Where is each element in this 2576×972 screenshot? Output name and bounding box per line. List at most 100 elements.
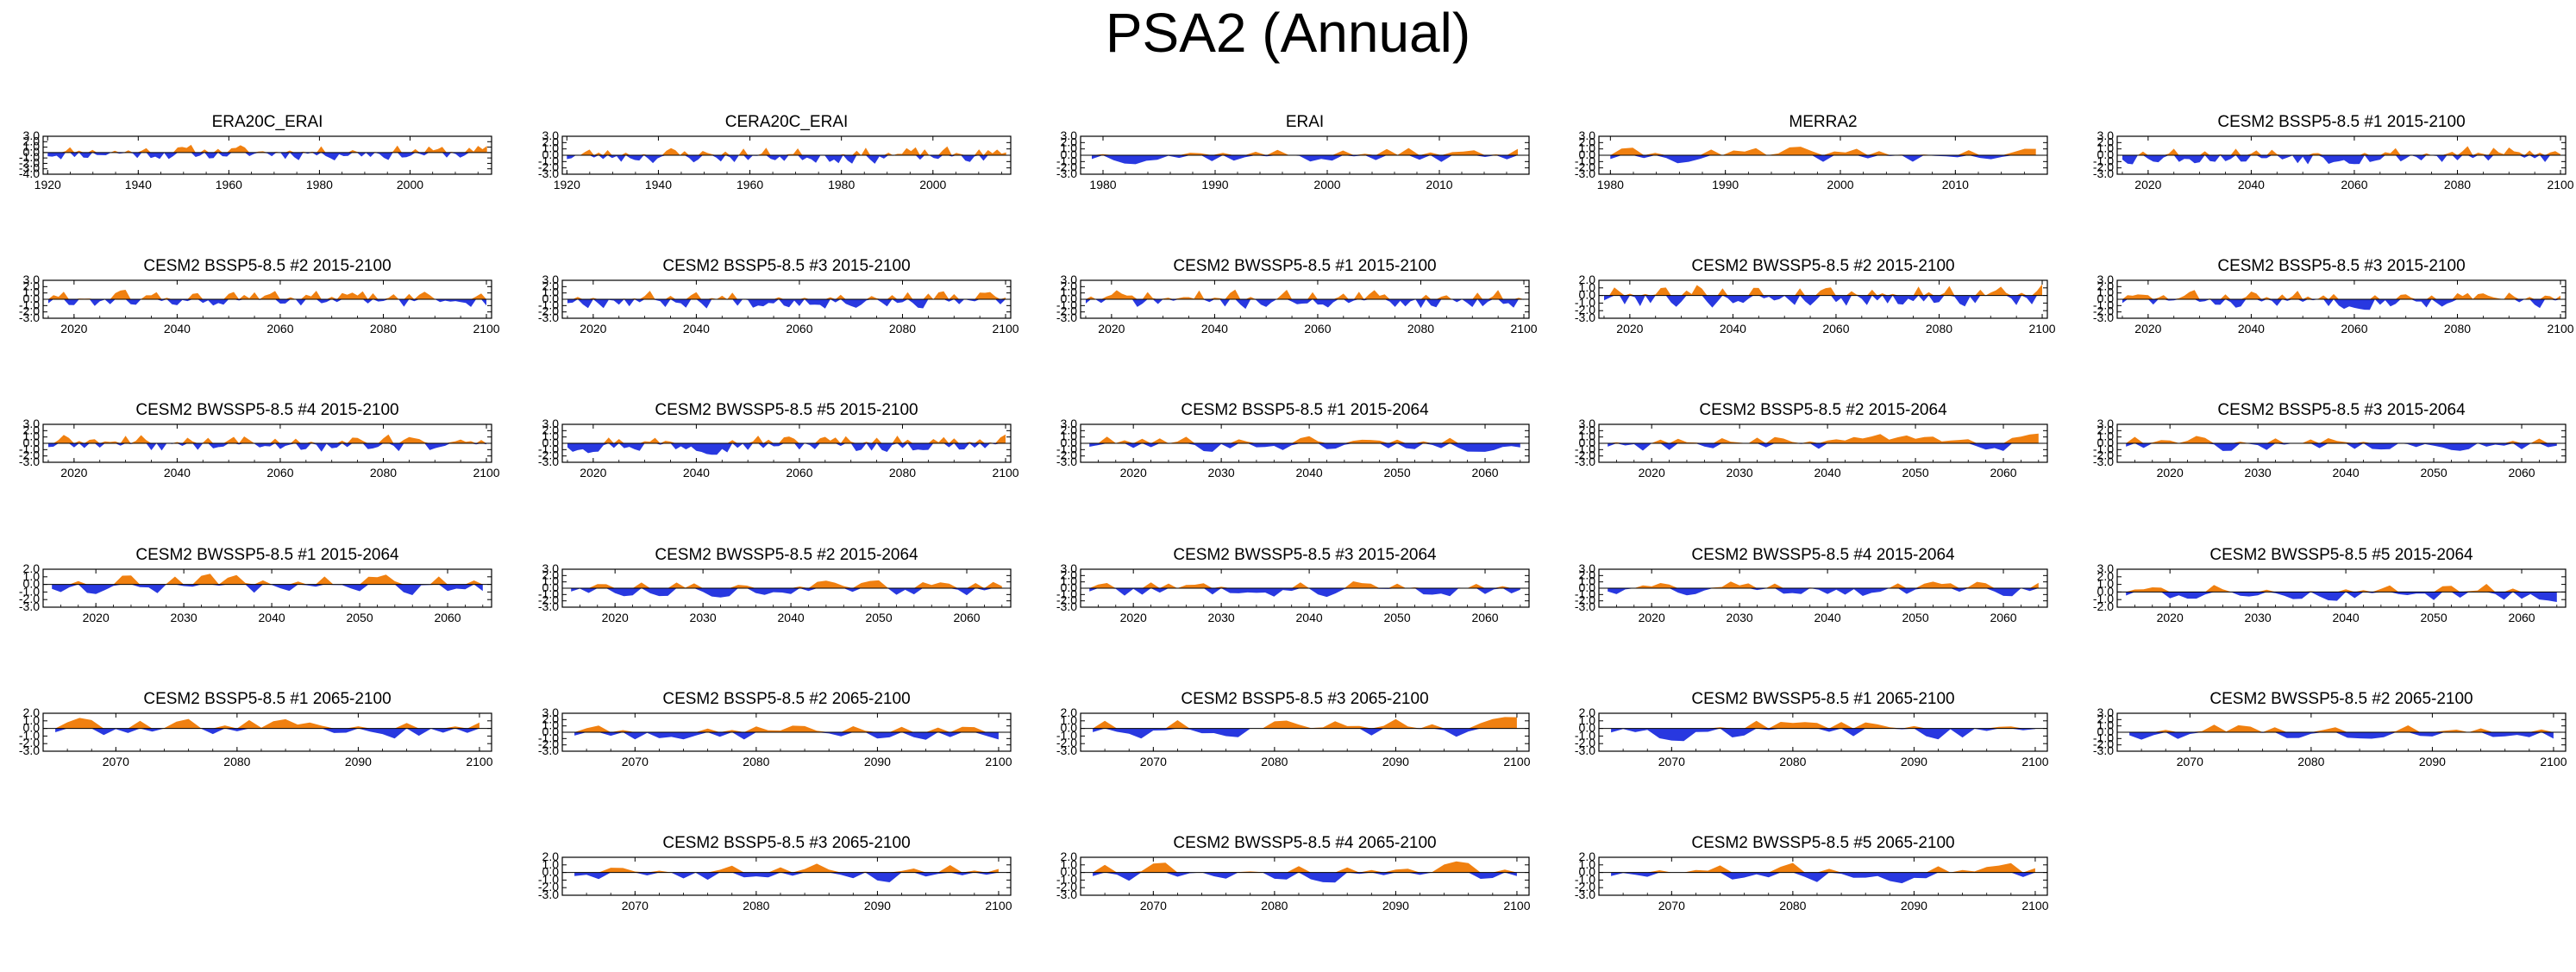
x-tick-label: 1940: [125, 178, 152, 191]
x-tick-label: 2090: [1901, 899, 1927, 912]
y-tick-label: -1.0: [19, 728, 40, 742]
negative-area: [574, 732, 999, 740]
y-tick-label: 2.0: [23, 561, 41, 575]
x-tick-label: 2080: [2444, 322, 2471, 335]
x-tick-label: 2080: [1261, 755, 1288, 768]
y-tick-label: 1.0: [2097, 718, 2115, 732]
y-tick-label: 0.0: [23, 145, 41, 159]
y-tick-label: -3.0: [538, 887, 559, 901]
y-tick-label: -2.0: [1056, 160, 1077, 174]
x-tick-label: 2030: [690, 611, 717, 624]
y-tick-label: -2.0: [19, 448, 40, 462]
y-tick-label: 0.0: [1061, 721, 1078, 735]
positive-area: [55, 718, 479, 729]
y-tick-label: -1.0: [2093, 592, 2114, 605]
x-tick-label: 2020: [1098, 322, 1125, 335]
y-tick-label: 1.0: [542, 718, 560, 732]
y-tick-label: -2.0: [538, 737, 559, 751]
negative-area: [1089, 588, 1520, 598]
x-tick-label: 2100: [473, 322, 499, 335]
chart-title: CESM2 BSSP5-8.5 #3 2015-2100: [662, 257, 910, 275]
y-tick-label: 1.0: [1061, 857, 1078, 871]
y-tick-label: -3.0: [19, 161, 40, 175]
x-tick-label: 2070: [1658, 899, 1685, 912]
y-tick-label: -1.0: [1056, 298, 1077, 311]
negative-area: [567, 155, 1006, 164]
positive-area: [574, 863, 999, 873]
y-tick-label: 2.0: [1061, 423, 1078, 436]
y-tick-label: -2.0: [19, 304, 40, 318]
y-tick-label: 2.0: [23, 134, 41, 147]
y-tick-label: 0.0: [1579, 865, 1596, 879]
y-tick-label: -2.0: [19, 592, 40, 605]
chart-title: CESM2 BWSSP5-8.5 #4 2065-2100: [1173, 834, 1436, 852]
chart-title: CESM2 BSSP5-8.5 #2 2065-2100: [662, 690, 910, 708]
chart-title: ERA20C_ERAI: [212, 113, 323, 131]
chart-title: CESM2 BSSP5-8.5 #3 2015-2064: [2217, 401, 2466, 419]
positive-area: [567, 291, 1006, 299]
x-tick-label: 2030: [1727, 611, 1753, 624]
y-tick-label: 3.0: [1579, 417, 1596, 430]
x-tick-label: 2060: [2508, 611, 2535, 624]
y-tick-label: 3.0: [2097, 273, 2115, 286]
x-tick-label: 2070: [1140, 899, 1167, 912]
chart-title: CESM2 BWSSP5-8.5 #1 2065-2100: [1691, 690, 1954, 708]
x-tick-label: 2100: [985, 899, 1012, 912]
x-tick-label: 2040: [683, 322, 710, 335]
positive-area: [2122, 146, 2560, 155]
positive-area: [48, 290, 486, 299]
chart-panel: ERA20C_ERAI3.02.01.00.0-1.0-2.0-3.0-4.01…: [19, 113, 492, 191]
y-tick-label: 1.0: [2097, 285, 2115, 299]
x-tick-label: 2100: [2021, 899, 2048, 912]
x-tick-label: 2100: [1503, 755, 1530, 768]
x-tick-label: 1920: [554, 178, 580, 191]
chart-title: CESM2 BWSSP5-8.5 #2 2015-2064: [655, 546, 918, 564]
x-tick-label: 2080: [743, 899, 769, 912]
chart-title: CERA20C_ERAI: [725, 113, 849, 131]
x-tick-label: 2080: [2297, 755, 2324, 768]
chart-title: CESM2 BWSSP5-8.5 #2 2065-2100: [2209, 690, 2473, 708]
y-tick-label: -3.0: [1575, 743, 1595, 757]
chart-title: ERAI: [1286, 113, 1324, 131]
y-tick-label: -2.0: [1575, 593, 1595, 607]
y-tick-label: -3.0: [538, 455, 559, 468]
y-tick-label: -2.0: [1575, 880, 1595, 894]
y-tick-label: 1.0: [2097, 141, 2115, 155]
y-tick-label: -2.0: [2093, 304, 2114, 318]
negative-area: [2126, 443, 2557, 451]
positive-area: [48, 434, 486, 443]
x-tick-label: 2020: [1120, 466, 1147, 480]
plot-frame: [42, 135, 492, 175]
positive-area: [2129, 724, 2554, 732]
y-tick-label: -1.0: [538, 872, 559, 886]
positive-area: [52, 574, 483, 585]
plot-frame: [2116, 568, 2567, 608]
chart-panel: ERAI 3.02.01.00.0-1.0-2.0-3.0 1980 1990 2000…: [1056, 113, 1530, 191]
chart-panel: CESM2 BSSP5-8.5 #1 2015-2100 3.02.01.00.0…: [2093, 113, 2574, 191]
y-tick-label: -1.0: [2093, 154, 2114, 167]
y-tick-label: -1.0: [1575, 872, 1595, 886]
y-tick-label: -1.0: [538, 586, 559, 600]
y-tick-label: -1.0: [1575, 728, 1595, 742]
x-tick-label: 2080: [370, 466, 397, 480]
negative-area: [1608, 588, 2039, 597]
y-tick-label: 1.0: [1061, 430, 1078, 443]
y-tick-label: 0.0: [542, 724, 560, 738]
y-tick-label: 2.0: [2097, 135, 2115, 148]
negative-area: [55, 728, 479, 739]
x-tick-label: 2050: [346, 611, 373, 624]
positive-area: [1089, 436, 1520, 443]
x-tick-label: 2070: [103, 755, 129, 768]
plot-frame: [42, 568, 492, 608]
x-tick-label: 2060: [1471, 611, 1498, 624]
y-tick-label: 0.0: [1579, 436, 1596, 449]
x-tick-label: 1920: [34, 178, 61, 191]
x-tick-label: 2030: [171, 611, 197, 624]
x-tick-label: 2040: [1296, 611, 1323, 624]
x-tick-label: 2100: [2547, 178, 2573, 191]
positive-area: [1093, 861, 1517, 873]
y-tick-label: 1.0: [2097, 430, 2115, 443]
y-tick-label: -3.0: [538, 599, 559, 613]
x-tick-label: 2020: [2134, 322, 2161, 335]
